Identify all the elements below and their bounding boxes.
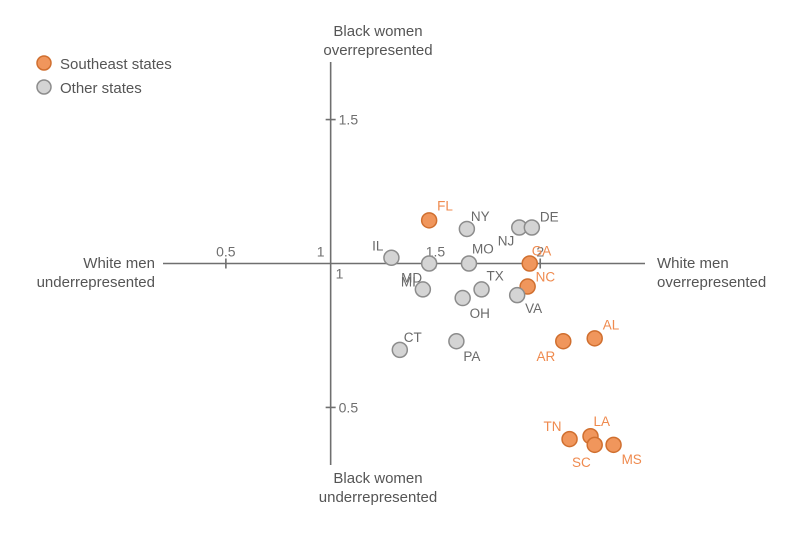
legend-marker-other (36, 79, 52, 95)
point-va (508, 286, 526, 304)
y-tick-label-0.5: 0.5 (339, 399, 359, 415)
point-md (420, 255, 438, 272)
point-label-va: VA (525, 301, 542, 316)
x-axis-left-title-line1: White men (83, 255, 155, 272)
y-axis-top-title-line1: Black women (333, 23, 422, 40)
point-il (383, 249, 400, 266)
point-nc (519, 278, 536, 295)
point-mi (414, 281, 432, 298)
data-points (383, 212, 622, 454)
x-tick-label-2: 2 (536, 244, 544, 260)
point-label-il: IL (372, 239, 384, 254)
point-pa (448, 332, 465, 350)
point-label-tn: TN (544, 419, 562, 434)
point-label-oh: OH (470, 306, 490, 321)
point-label-fl: FL (437, 198, 453, 213)
axis-titles: Black women overrepresented Black women … (37, 23, 767, 506)
point-label-ct: CT (404, 330, 422, 345)
point-label-nc: NC (536, 270, 556, 285)
point-label-tx: TX (487, 268, 504, 283)
x-tick-label-1: 1 (317, 244, 325, 260)
point-label-mo: MO (472, 242, 494, 257)
y-tick-label-1.5: 1.5 (339, 112, 359, 128)
point-label-la: LA (594, 414, 611, 429)
legend-marker-southeast (36, 55, 52, 71)
y-axis-bottom-title-line2: underrepresented (319, 489, 437, 506)
point-oh (454, 289, 471, 307)
point-label-al: AL (603, 317, 620, 332)
point-label-de: DE (540, 210, 559, 225)
point-ms (605, 436, 622, 454)
axes (163, 62, 645, 465)
legend: Southeast states Other states (36, 55, 172, 97)
point-al (586, 330, 603, 347)
point-ny (458, 220, 476, 238)
y-axis-bottom-title-line1: Black women (333, 470, 422, 487)
point-label-mi: MI (401, 274, 416, 289)
point-ar (555, 332, 572, 350)
point-ga (521, 255, 538, 272)
point-label-ga: GA (532, 244, 552, 259)
point-label-ar: AR (537, 349, 556, 364)
point-de (523, 219, 541, 236)
point-label-pa: PA (463, 349, 480, 364)
y-axis-top-title-line2: overrepresented (323, 42, 432, 59)
x-axis-left-title-line2: underrepresented (37, 274, 155, 291)
x-tick-label-0.5: 0.5 (216, 244, 236, 260)
y-tick-label-1: 1 (336, 266, 344, 282)
point-labels: FL GA NC AL AR TN LA SC MS NY NJ DE IL MD MO MI TX OH VA CT… (372, 198, 642, 470)
x-axis-right-title-line2: overrepresented (657, 274, 766, 291)
point-tn (561, 430, 578, 448)
point-label-sc: SC (572, 455, 591, 470)
point-label-ms: MS (622, 452, 642, 467)
point-tx (473, 281, 490, 298)
legend-label-southeast: Southeast states (60, 56, 172, 73)
point-mo (460, 255, 478, 272)
point-label-ny: NY (471, 209, 490, 224)
point-label-nj: NJ (498, 234, 515, 249)
legend-label-other: Other states (60, 80, 142, 97)
x-axis-right-title-line1: White men (657, 255, 729, 272)
point-label-md: MD (401, 271, 422, 286)
point-ct (391, 341, 409, 359)
point-sc (586, 436, 603, 454)
point-fl (420, 212, 438, 229)
